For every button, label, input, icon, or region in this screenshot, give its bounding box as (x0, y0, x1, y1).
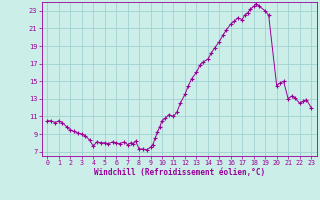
X-axis label: Windchill (Refroidissement éolien,°C): Windchill (Refroidissement éolien,°C) (94, 168, 265, 177)
